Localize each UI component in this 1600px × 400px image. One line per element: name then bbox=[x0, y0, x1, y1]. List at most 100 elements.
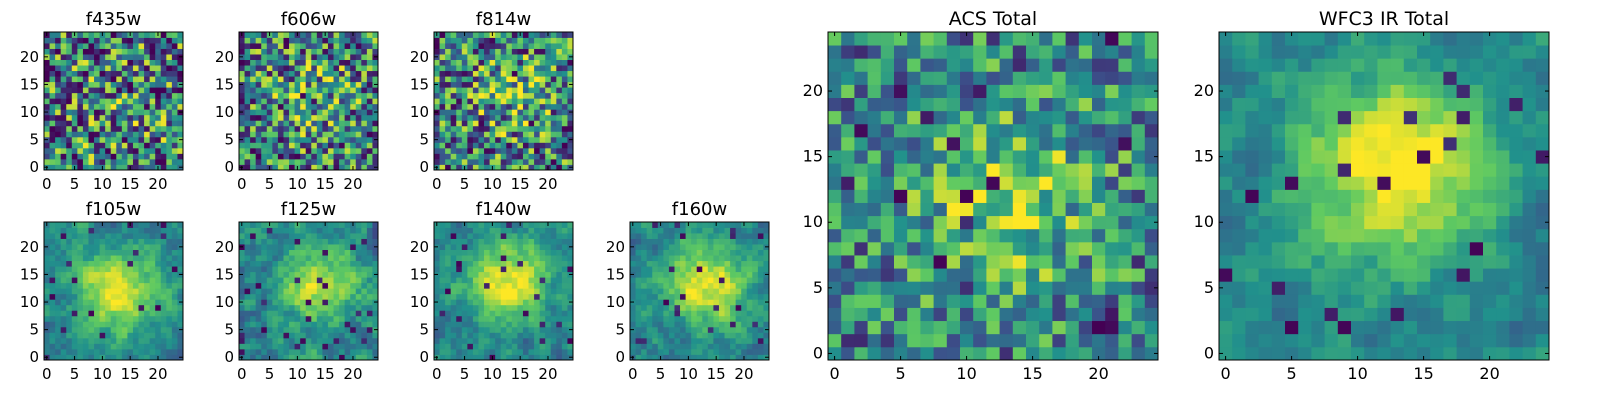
heatmap-cell bbox=[66, 109, 73, 116]
heatmap-cell bbox=[160, 131, 167, 138]
heatmap-cell bbox=[88, 114, 95, 121]
heatmap-cell bbox=[49, 136, 56, 143]
heatmap-cell bbox=[94, 315, 100, 322]
heatmap-cell bbox=[266, 98, 273, 105]
heatmap-cell bbox=[478, 92, 485, 99]
heatmap-cell bbox=[144, 332, 151, 339]
heatmap-cell bbox=[495, 343, 502, 350]
heatmap-cell bbox=[94, 76, 100, 83]
heatmap-cell bbox=[372, 92, 379, 99]
heatmap-cell bbox=[149, 48, 156, 55]
heatmap-cell bbox=[289, 343, 295, 350]
heatmap-cell bbox=[920, 176, 934, 190]
heatmap-cell bbox=[105, 288, 112, 295]
y-tick-label: 10 bbox=[606, 293, 625, 311]
heatmap-cell bbox=[177, 147, 184, 154]
heatmap-cell bbox=[261, 59, 268, 66]
heatmap-cell bbox=[434, 153, 440, 160]
heatmap-cell bbox=[116, 310, 123, 317]
heatmap-cell bbox=[550, 277, 557, 284]
heatmap-cell bbox=[561, 249, 568, 256]
heatmap-cell bbox=[685, 282, 692, 289]
heatmap-cell bbox=[88, 92, 95, 99]
heatmap-cell bbox=[880, 281, 895, 295]
heatmap-cell bbox=[489, 54, 496, 60]
heatmap-cell bbox=[272, 343, 279, 350]
heatmap-cell bbox=[713, 288, 720, 295]
heatmap-cell bbox=[110, 131, 117, 138]
heatmap-cell bbox=[920, 215, 934, 230]
heatmap-cell bbox=[333, 153, 340, 160]
heatmap-cell bbox=[854, 202, 868, 217]
heatmap-cell bbox=[920, 255, 934, 269]
heatmap-cell bbox=[478, 125, 485, 132]
heatmap-cell bbox=[641, 343, 648, 350]
heatmap-cell bbox=[255, 131, 262, 138]
heatmap-cell bbox=[439, 164, 446, 171]
heatmap-cell bbox=[116, 249, 123, 256]
heatmap-cell bbox=[467, 277, 474, 284]
heatmap-cell bbox=[110, 304, 117, 311]
x-tick-label: 5 bbox=[265, 175, 275, 193]
heatmap-cell bbox=[456, 277, 463, 284]
heatmap-cell bbox=[556, 249, 563, 256]
heatmap-cell bbox=[177, 87, 184, 94]
heatmap-cell bbox=[933, 320, 948, 335]
heatmap-cell bbox=[177, 277, 184, 284]
heatmap-cell bbox=[702, 260, 709, 267]
heatmap-cell bbox=[907, 281, 921, 295]
heatmap-cell bbox=[294, 125, 301, 132]
heatmap-cell bbox=[255, 222, 262, 228]
heatmap-cell bbox=[561, 266, 568, 273]
heatmap-cell bbox=[746, 288, 753, 295]
heatmap-cell bbox=[44, 131, 50, 138]
heatmap-cell bbox=[294, 332, 301, 339]
heatmap-cell bbox=[478, 326, 485, 333]
heatmap-cell bbox=[261, 164, 268, 171]
heatmap-cell bbox=[88, 315, 95, 322]
heatmap-cell bbox=[567, 310, 574, 317]
heatmap-cell bbox=[999, 241, 1014, 256]
heatmap-cell bbox=[707, 238, 714, 245]
heatmap-cell bbox=[741, 326, 748, 333]
heatmap-cell bbox=[960, 189, 974, 203]
heatmap-cell bbox=[49, 81, 56, 88]
heatmap-cell bbox=[316, 271, 323, 278]
heatmap-cell bbox=[361, 282, 368, 289]
heatmap-cell bbox=[322, 120, 329, 127]
heatmap-cell bbox=[522, 326, 529, 333]
heatmap-cell bbox=[49, 348, 56, 355]
heatmap-cell bbox=[138, 321, 145, 328]
heatmap-cell bbox=[44, 65, 50, 72]
panel-title: ACS Total bbox=[949, 8, 1037, 30]
heatmap-cell bbox=[355, 227, 362, 234]
heatmap-cell bbox=[49, 48, 56, 55]
heatmap-cell bbox=[339, 299, 346, 306]
heatmap-cell bbox=[657, 271, 664, 278]
heatmap-cell bbox=[854, 268, 868, 282]
heatmap-cell bbox=[545, 142, 552, 149]
heatmap-cell bbox=[138, 271, 145, 278]
heatmap-cell bbox=[702, 244, 709, 250]
heatmap-cell bbox=[674, 343, 681, 350]
heatmap-cell bbox=[713, 332, 720, 339]
heatmap-cell bbox=[657, 255, 664, 262]
heatmap-cell bbox=[366, 87, 373, 94]
heatmap-cell bbox=[49, 315, 56, 322]
heatmap-cell bbox=[322, 255, 329, 262]
heatmap-cell bbox=[1052, 176, 1066, 190]
heatmap-cell bbox=[333, 98, 340, 105]
heatmap-cell bbox=[116, 315, 123, 322]
heatmap-cell bbox=[685, 337, 692, 344]
heatmap-cell bbox=[350, 233, 357, 239]
heatmap-cell bbox=[500, 310, 507, 317]
heatmap-cell bbox=[646, 332, 653, 339]
heatmap-cell bbox=[177, 59, 184, 66]
heatmap-cell bbox=[110, 293, 117, 300]
heatmap-cell bbox=[283, 59, 290, 66]
heatmap-cell bbox=[545, 288, 552, 295]
heatmap-cell bbox=[127, 54, 134, 60]
heatmap-cell bbox=[339, 288, 346, 295]
heatmap-cell bbox=[316, 343, 323, 350]
